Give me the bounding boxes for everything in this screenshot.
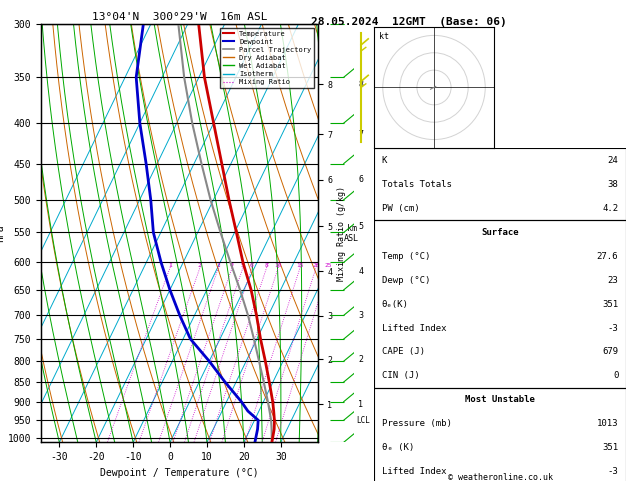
Text: 6: 6 [359, 175, 364, 185]
Bar [374, 220, 626, 388]
Text: 8: 8 [265, 263, 269, 268]
Text: 8: 8 [359, 80, 364, 88]
Text: 24: 24 [608, 156, 618, 165]
Text: 10: 10 [274, 263, 282, 268]
Text: 679: 679 [602, 347, 618, 356]
Text: 6: 6 [250, 263, 253, 268]
Text: 351: 351 [602, 299, 618, 309]
Text: CIN (J): CIN (J) [382, 371, 420, 381]
Text: 20: 20 [312, 263, 320, 268]
Text: -3: -3 [608, 468, 618, 476]
Text: 27.6: 27.6 [597, 252, 618, 260]
Text: Surface: Surface [481, 227, 519, 237]
Text: Mixing Ratio (g/kg): Mixing Ratio (g/kg) [337, 186, 346, 281]
Text: kt: kt [379, 32, 389, 41]
Text: Most Unstable: Most Unstable [465, 396, 535, 404]
Text: Lifted Index: Lifted Index [382, 468, 447, 476]
Text: Temp (°C): Temp (°C) [382, 252, 430, 260]
Text: Totals Totals: Totals Totals [382, 180, 452, 189]
X-axis label: Dewpoint / Temperature (°C): Dewpoint / Temperature (°C) [100, 468, 259, 478]
Text: 351: 351 [602, 443, 618, 452]
Text: 2: 2 [359, 354, 364, 364]
Text: PW (cm): PW (cm) [382, 204, 420, 213]
Text: LCL: LCL [356, 416, 370, 425]
Text: 4.2: 4.2 [602, 204, 618, 213]
Text: θₑ (K): θₑ (K) [382, 443, 414, 452]
Text: 5: 5 [241, 263, 245, 268]
Text: 5: 5 [359, 222, 364, 231]
Title: 13°04'N  300°29'W  16m ASL: 13°04'N 300°29'W 16m ASL [91, 12, 267, 22]
Text: θₑ(K): θₑ(K) [382, 299, 409, 309]
Text: 15: 15 [296, 263, 304, 268]
Text: Lifted Index: Lifted Index [382, 324, 447, 332]
Text: 3: 3 [359, 312, 364, 320]
Text: 0: 0 [613, 371, 618, 381]
Text: 4: 4 [230, 263, 234, 268]
Text: 3: 3 [216, 263, 220, 268]
Text: 2: 2 [198, 263, 202, 268]
Text: Pressure (mb): Pressure (mb) [382, 419, 452, 428]
Text: CAPE (J): CAPE (J) [382, 347, 425, 356]
Y-axis label: km
ASL: km ASL [344, 224, 359, 243]
Text: 4: 4 [359, 267, 364, 276]
Legend: Temperature, Dewpoint, Parcel Trajectory, Dry Adiabat, Wet Adiabat, Isotherm, Mi: Temperature, Dewpoint, Parcel Trajectory… [220, 28, 314, 88]
Bar [374, 148, 626, 220]
Text: 38: 38 [608, 180, 618, 189]
Text: 1: 1 [359, 400, 364, 409]
Text: 23: 23 [608, 276, 618, 285]
Bar [374, 388, 626, 486]
Y-axis label: hPa: hPa [0, 225, 5, 242]
Text: -3: -3 [608, 324, 618, 332]
Text: 28.05.2024  12GMT  (Base: 06): 28.05.2024 12GMT (Base: 06) [311, 17, 507, 27]
Text: 7: 7 [359, 130, 364, 139]
Text: © weatheronline.co.uk: © weatheronline.co.uk [448, 473, 552, 482]
Text: 1013: 1013 [597, 419, 618, 428]
Text: Dewp (°C): Dewp (°C) [382, 276, 430, 285]
Text: 1: 1 [168, 263, 172, 268]
Text: K: K [382, 156, 387, 165]
Text: 25: 25 [325, 263, 332, 268]
